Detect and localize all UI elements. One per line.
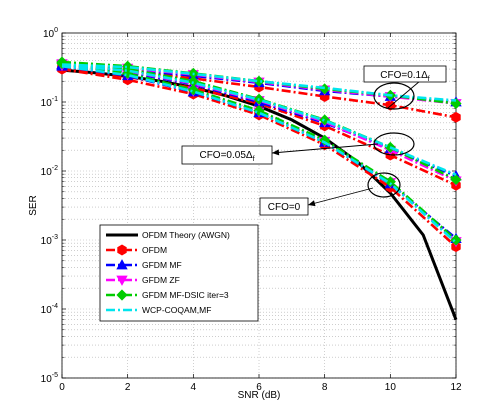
- series-line-cfo-0.1: [61, 63, 457, 102]
- legend-item: OFDM: [106, 244, 167, 256]
- axes: 0 2 4 6 8 10 12 10-5 10-4 10-3 10-2 10-1 100 SNR (dB)…: [28, 27, 462, 401]
- point-marker-diamond: [116, 289, 128, 301]
- legend-label: OFDM: [142, 245, 167, 255]
- y-tick-label: 10-1: [41, 96, 58, 109]
- legend-label: GFDM ZF: [142, 275, 180, 285]
- point-marker-diamond: [187, 75, 199, 87]
- x-axis-label: SNR (dB): [238, 390, 281, 401]
- annotation-box: [363, 65, 447, 83]
- annotation-arrow-line: [307, 187, 374, 206]
- annotations: CFO=0.1Δf CFO=0.05Δf CFO=0: [181, 65, 447, 216]
- legend-item: GFDM MF: [106, 259, 182, 270]
- x-tick-label: 10: [385, 382, 397, 393]
- annotation-box: [181, 145, 273, 165]
- annotation-0: CFO=0.1Δf: [363, 65, 447, 110]
- x-tick-label: 0: [59, 382, 65, 393]
- legend-label: WCP-COQAM,MF: [142, 305, 211, 315]
- point-marker-diamond: [122, 60, 134, 72]
- point-marker-diamond: [450, 234, 462, 246]
- point-marker-triangle-up: [116, 259, 128, 270]
- y-tick-label: 10-2: [41, 165, 58, 178]
- legend-label: GFDM MF: [142, 260, 182, 270]
- point-marker-diamond: [450, 174, 462, 186]
- annotation-arrow-head: [308, 200, 316, 207]
- point-marker-triangle-down: [116, 275, 128, 286]
- legend: OFDM Theory (AWGN) OFDM GFDM MF GFDM ZF GFDM…: [99, 224, 259, 322]
- legend-item: GFDM ZF: [106, 275, 180, 286]
- legend-item: GFDM MF-DSIC iter=3: [106, 289, 229, 301]
- y-tick-label: 10-3: [41, 234, 58, 247]
- annotation-box: [259, 197, 309, 216]
- annotation-ellipse: [373, 82, 415, 110]
- legend-item: WCP-COQAM,MF: [106, 305, 211, 315]
- annotation-arrow-head: [272, 149, 280, 156]
- y-tick-label: 100: [43, 27, 58, 40]
- series-line-cfo-0: [61, 64, 457, 244]
- x-tick-label: 6: [256, 382, 262, 393]
- annotation-label: CFO=0: [268, 202, 301, 213]
- point-marker-hexagon: [451, 111, 461, 123]
- x-tick-label: 12: [450, 382, 462, 393]
- legend-box: [99, 224, 259, 322]
- annotation-2: CFO=0: [259, 172, 401, 216]
- annotation-1: CFO=0.05Δf: [181, 132, 415, 165]
- y-tick-label: 10-4: [41, 303, 58, 316]
- y-tick-label: 10-5: [41, 372, 58, 385]
- point-marker-hexagon: [117, 244, 127, 256]
- annotation-label: CFO=0.1Δf: [380, 70, 430, 83]
- x-tick-label: 8: [322, 382, 328, 393]
- annotation-arrow-line: [271, 143, 379, 154]
- legend-label: GFDM MF-DSIC iter=3: [142, 290, 229, 300]
- series-layer: [56, 56, 462, 321]
- legend-item: OFDM Theory (AWGN): [106, 230, 230, 240]
- series-wcp-coqam-mf: [61, 63, 457, 244]
- annotation-label: CFO=0.05Δf: [199, 150, 254, 163]
- y-axis-label: SER: [28, 195, 39, 216]
- x-tick-label: 2: [125, 382, 131, 393]
- x-tick-label: 4: [191, 382, 197, 393]
- legend-label: OFDM Theory (AWGN): [142, 230, 230, 240]
- series-line-cfo-0.05: [61, 64, 457, 176]
- annotation-ellipse: [367, 172, 401, 198]
